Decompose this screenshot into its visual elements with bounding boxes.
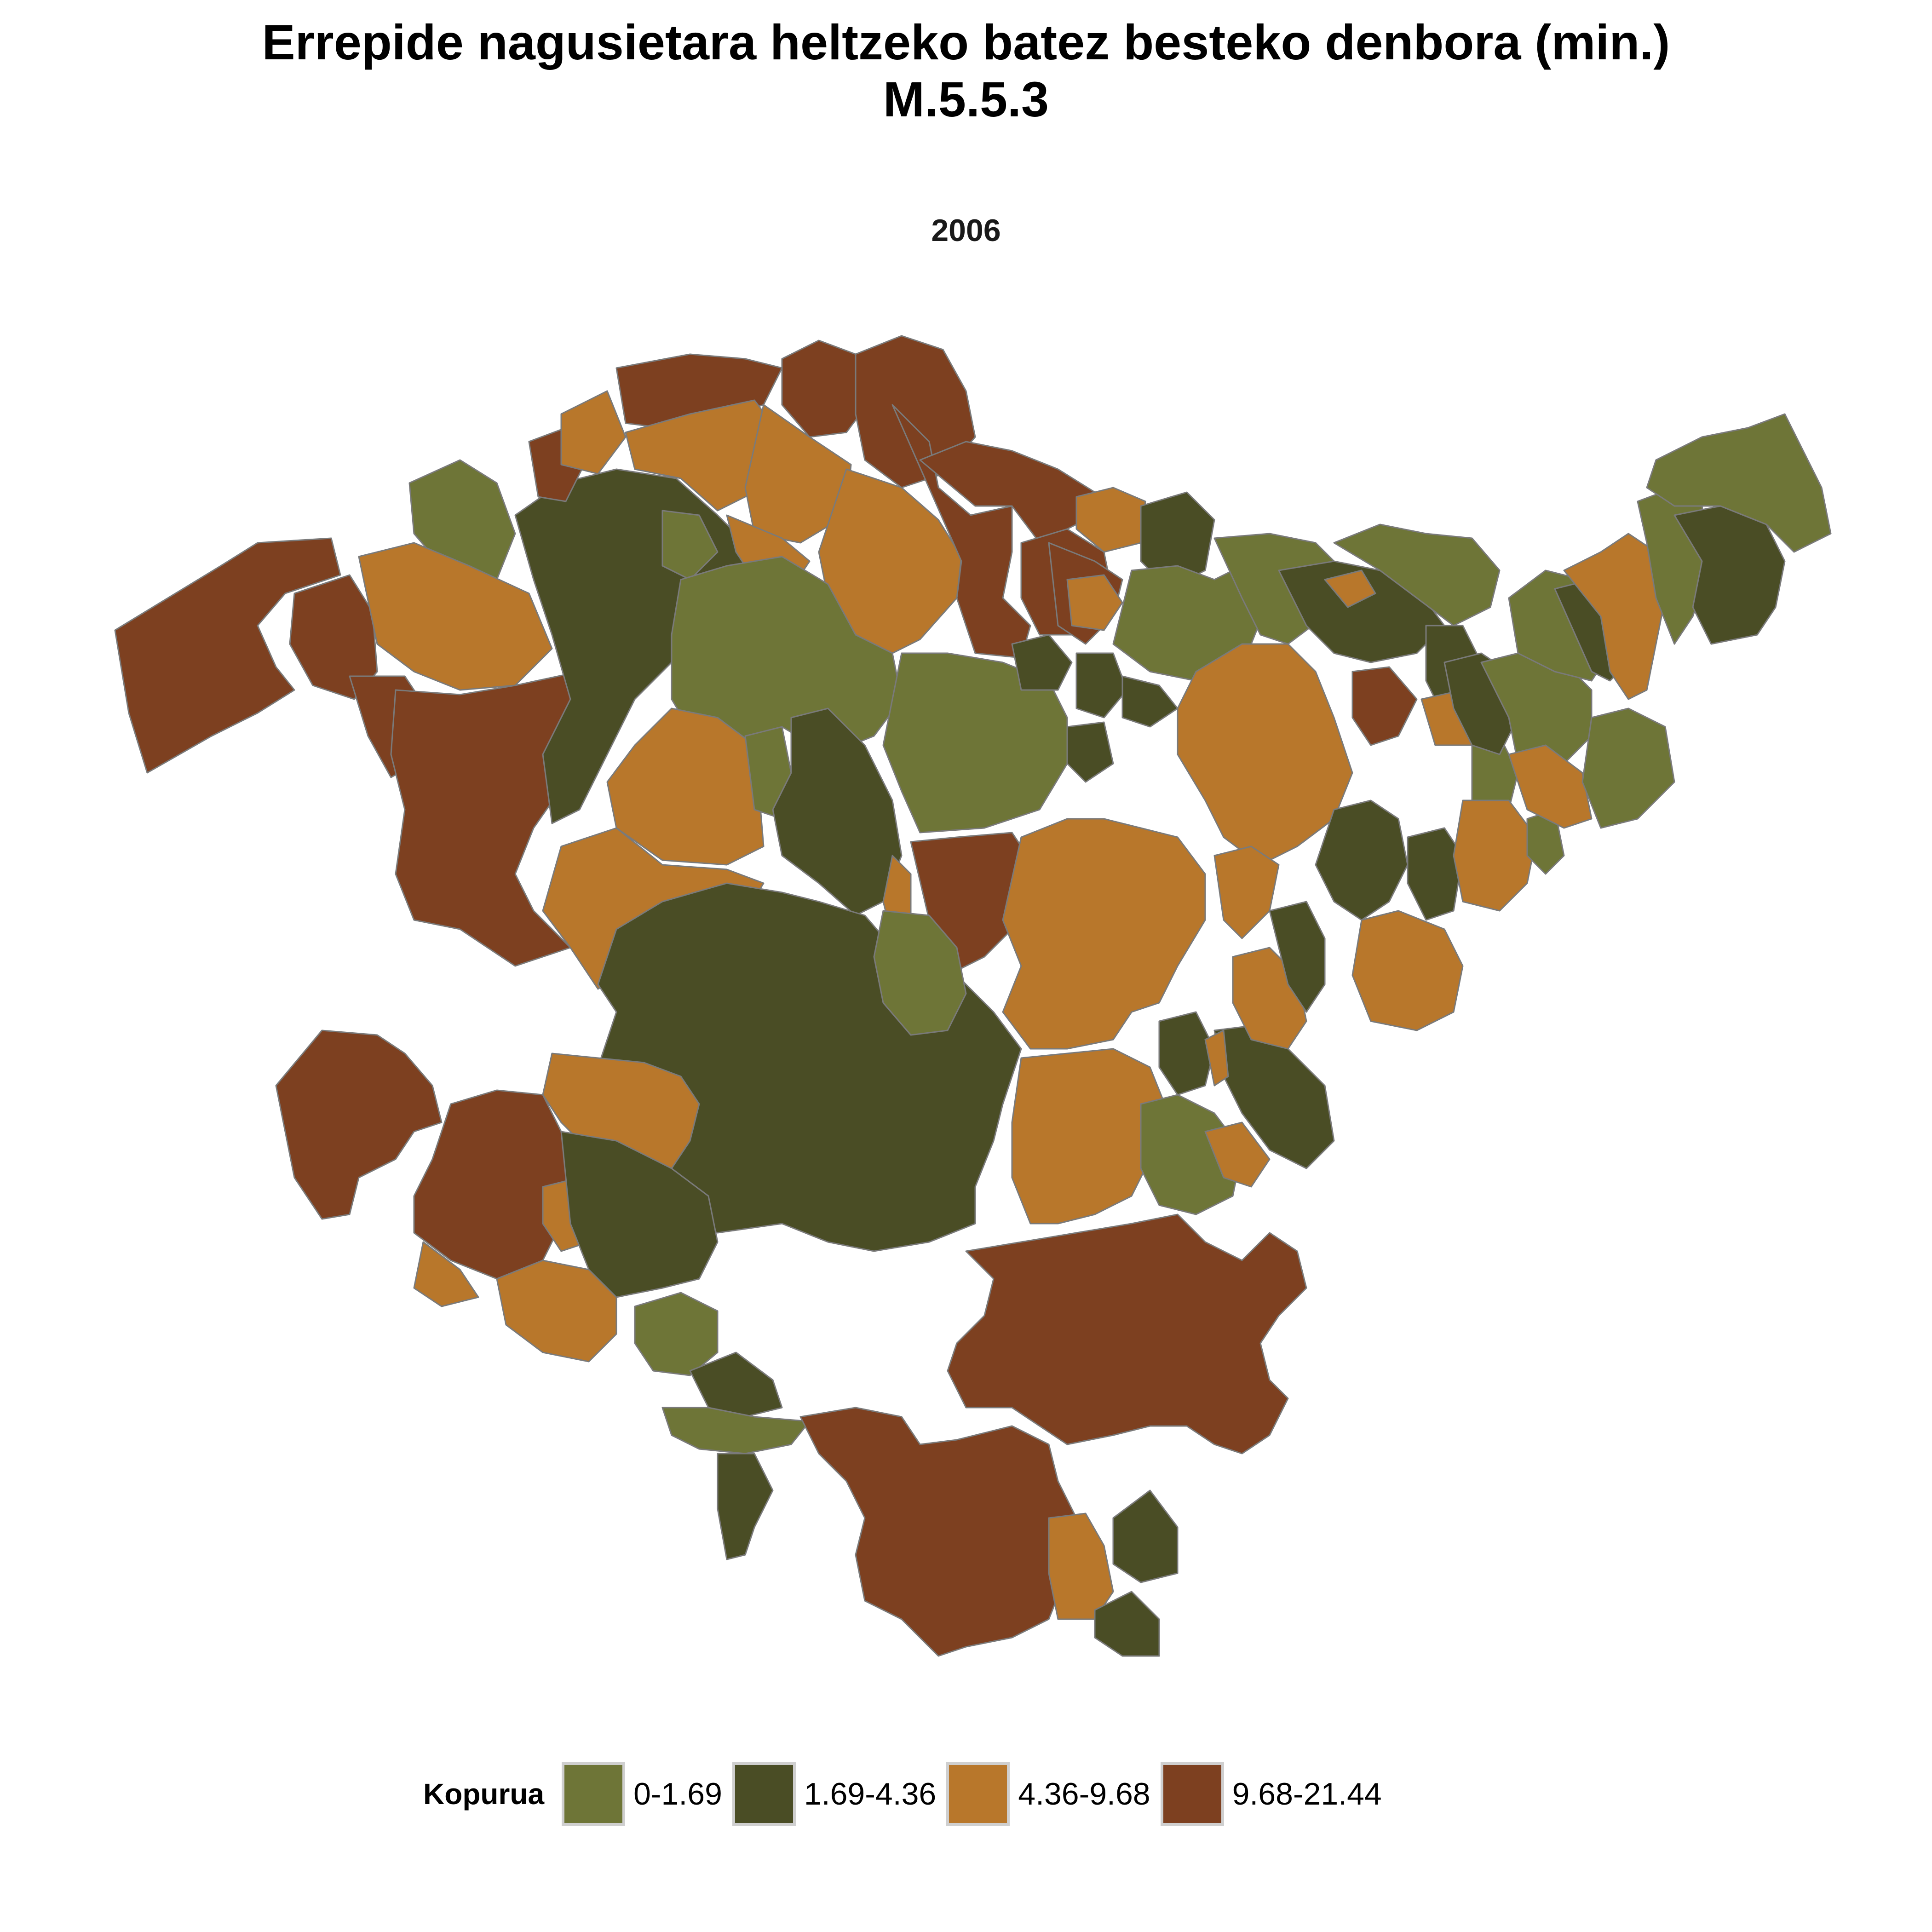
- map-title: Errepide nagusietara heltzeko batez best…: [0, 14, 1932, 128]
- map-region: [1177, 643, 1353, 866]
- map-region: [1011, 1048, 1169, 1225]
- map-region: [408, 459, 516, 581]
- map-region: [1333, 523, 1501, 627]
- map-region: [772, 707, 903, 916]
- map-region: [1508, 744, 1593, 829]
- map-region: [799, 1407, 1077, 1657]
- map-region: [717, 1453, 774, 1560]
- map-region: [1213, 845, 1280, 939]
- legend-title: Kopurua: [423, 1777, 545, 1811]
- map-region: [634, 1292, 719, 1376]
- map-region: [1324, 569, 1376, 608]
- map-title-line1: Errepide nagusietara heltzeko batez best…: [262, 14, 1670, 70]
- map-region: [358, 542, 553, 691]
- legend-item: 0-1.69: [562, 1762, 722, 1826]
- map-region: [1563, 533, 1666, 700]
- map-region: [1140, 1094, 1243, 1215]
- legend-item: 9.68-21.44: [1160, 1762, 1382, 1826]
- map-region: [496, 1259, 617, 1363]
- legend-label: 4.36-9.68: [1018, 1777, 1150, 1811]
- legend-item: 4.36-9.68: [946, 1762, 1150, 1826]
- map-region: [1075, 652, 1128, 719]
- legend-swatch: [732, 1762, 796, 1826]
- map-region: [1011, 634, 1073, 691]
- map-region: [1204, 1029, 1229, 1087]
- map-region: [1269, 901, 1326, 1013]
- map-region: [390, 671, 590, 967]
- map-region: [1066, 721, 1114, 783]
- map-region: [560, 390, 627, 475]
- legend-swatch: [562, 1762, 626, 1826]
- map-region: [275, 1029, 443, 1220]
- map-region: [413, 1241, 479, 1307]
- map-region: [1204, 1121, 1271, 1188]
- map-year: 2006: [931, 213, 1001, 248]
- legend-swatch: [946, 1762, 1010, 1826]
- map-region: [873, 910, 967, 1036]
- map-region: [1407, 827, 1464, 921]
- map-region: [1453, 799, 1537, 912]
- map-region: [1351, 666, 1418, 746]
- map-region: [947, 1213, 1307, 1455]
- map-title-line2: M.5.5.3: [883, 71, 1049, 127]
- map-region: [891, 404, 1031, 659]
- map-region: [1351, 910, 1464, 1031]
- map-region: [1581, 707, 1675, 829]
- map-region: [882, 652, 1068, 834]
- map-region: [1066, 574, 1123, 631]
- map-region: [1002, 818, 1206, 1050]
- map-region: [1646, 413, 1832, 553]
- legend-label: 0-1.69: [633, 1777, 722, 1811]
- legend-swatch: [1160, 1762, 1224, 1826]
- map-region: [114, 537, 341, 774]
- map-region: [1112, 1489, 1179, 1583]
- legend-label: 9.68-21.44: [1232, 1777, 1382, 1811]
- map-region: [1140, 491, 1215, 590]
- map-region: [1158, 1011, 1215, 1096]
- map-region: [1094, 1591, 1160, 1657]
- map-region: [661, 1407, 811, 1455]
- map-region: [606, 707, 765, 866]
- legend: Kopurua 0-1.69 1.69-4.36 4.36-9.68 9.68-…: [423, 1757, 1392, 1831]
- map-region: [744, 404, 852, 544]
- map-region: [1048, 1512, 1114, 1620]
- legend-item: 1.69-4.36: [732, 1762, 936, 1826]
- map-region: [1315, 799, 1409, 921]
- map-region: [661, 510, 719, 581]
- legend-label: 1.69-4.36: [804, 1777, 937, 1811]
- map-region: [1121, 675, 1179, 728]
- map-region: [560, 1131, 719, 1298]
